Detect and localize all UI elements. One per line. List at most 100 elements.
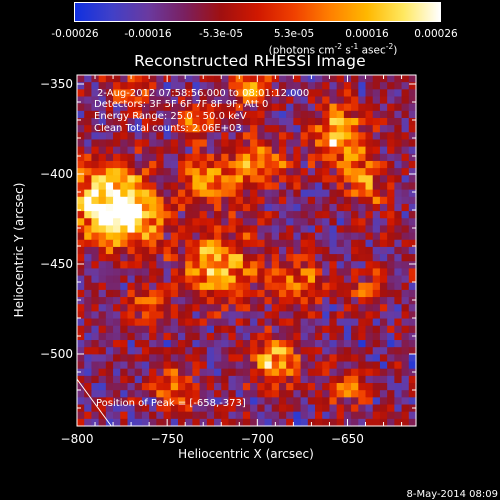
heatmap-cell bbox=[77, 411, 85, 420]
heatmap-cell bbox=[329, 218, 338, 227]
heatmap-cell bbox=[379, 182, 388, 191]
heatmap-cell bbox=[365, 232, 374, 241]
heatmap-cell bbox=[170, 397, 179, 406]
heatmap-cell bbox=[221, 153, 230, 162]
heatmap-cell bbox=[170, 304, 179, 312]
heatmap-cell bbox=[199, 347, 208, 355]
heatmap-cell bbox=[343, 340, 352, 348]
heatmap-cell bbox=[242, 304, 251, 312]
heatmap-cell bbox=[307, 318, 316, 327]
heatmap-cell bbox=[372, 390, 381, 398]
heatmap-cell bbox=[163, 340, 172, 348]
heatmap-cell bbox=[156, 297, 165, 305]
heatmap-cell bbox=[271, 340, 280, 348]
heatmap-cell bbox=[141, 82, 150, 90]
heatmap-cell bbox=[351, 110, 359, 119]
heatmap-cell bbox=[379, 82, 388, 90]
heatmap-cell bbox=[271, 239, 280, 248]
heatmap-cell bbox=[351, 211, 359, 219]
heatmap-cell bbox=[192, 232, 201, 241]
heatmap-cell bbox=[286, 203, 294, 212]
heatmap-cell bbox=[300, 318, 309, 327]
heatmap-cell bbox=[214, 275, 222, 284]
heatmap-cell bbox=[149, 96, 157, 105]
heatmap-cell bbox=[221, 189, 230, 198]
heatmap-cell bbox=[84, 325, 93, 334]
heatmap-cell bbox=[264, 239, 273, 248]
heatmap-cell bbox=[214, 103, 222, 112]
heatmap-cell bbox=[98, 254, 107, 262]
heatmap-cell bbox=[329, 261, 338, 269]
heatmap-cell bbox=[408, 103, 417, 112]
heatmap-cell bbox=[286, 304, 294, 312]
heatmap-cell bbox=[120, 332, 129, 341]
heatmap-cell bbox=[228, 390, 237, 398]
heatmap-cell bbox=[141, 132, 150, 141]
heatmap-cell bbox=[177, 82, 186, 90]
heatmap-cell bbox=[358, 282, 367, 291]
heatmap-cell bbox=[293, 268, 302, 277]
heatmap-cell bbox=[235, 232, 244, 241]
heatmap-cell bbox=[300, 168, 309, 176]
heatmap-cell bbox=[177, 232, 186, 241]
heatmap-cell bbox=[156, 282, 165, 291]
heatmap-cell bbox=[250, 82, 258, 90]
heatmap-cell bbox=[185, 411, 193, 420]
heatmap-cell bbox=[307, 304, 316, 312]
heatmap-cell bbox=[185, 361, 193, 370]
heatmap-cell bbox=[127, 246, 136, 255]
heatmap-cell bbox=[214, 375, 222, 384]
heatmap-cell bbox=[286, 361, 294, 370]
heatmap-cell bbox=[120, 304, 129, 312]
heatmap-cell bbox=[199, 282, 208, 291]
heatmap-cell bbox=[235, 261, 244, 269]
heatmap-cell bbox=[214, 397, 222, 406]
heatmap-cell bbox=[228, 110, 237, 119]
heatmap-cell bbox=[235, 397, 244, 406]
heatmap-cell bbox=[336, 232, 345, 241]
heatmap-cell bbox=[257, 246, 266, 255]
heatmap-cell bbox=[307, 282, 316, 291]
heatmap-cell bbox=[235, 110, 244, 119]
heatmap-cell bbox=[300, 268, 309, 277]
heatmap-cell bbox=[387, 232, 395, 241]
heatmap-cell bbox=[177, 354, 186, 363]
heatmap-cell bbox=[394, 268, 403, 277]
heatmap-cell bbox=[127, 218, 136, 227]
heatmap-cell bbox=[250, 375, 258, 384]
heatmap-cell bbox=[163, 383, 172, 391]
heatmap-cell bbox=[163, 297, 172, 305]
heatmap-cell bbox=[278, 182, 287, 191]
heatmap-cell bbox=[365, 218, 374, 227]
heatmap-cell bbox=[170, 239, 179, 248]
heatmap-cell bbox=[365, 318, 374, 327]
heatmap-cell bbox=[372, 340, 381, 348]
heatmap-cell bbox=[372, 82, 381, 90]
heatmap-cell bbox=[329, 375, 338, 384]
heatmap-cell bbox=[278, 189, 287, 198]
heatmap-cell bbox=[293, 211, 302, 219]
heatmap-cell bbox=[365, 182, 374, 191]
heatmap-cell bbox=[394, 82, 403, 90]
heatmap-cell bbox=[228, 275, 237, 284]
heatmap-cell bbox=[185, 390, 193, 398]
heatmap-cell bbox=[127, 411, 136, 420]
heatmap-cell bbox=[408, 375, 417, 384]
heatmap-cell bbox=[149, 203, 157, 212]
heatmap-cell bbox=[379, 304, 388, 312]
heatmap-cell bbox=[408, 117, 417, 126]
heatmap-cell bbox=[77, 110, 85, 119]
heatmap-cell bbox=[235, 347, 244, 355]
heatmap-cell bbox=[127, 153, 136, 162]
heatmap-cell bbox=[322, 390, 331, 398]
heatmap-cell bbox=[113, 75, 121, 83]
heatmap-cell bbox=[98, 232, 107, 241]
heatmap-cell bbox=[343, 239, 352, 248]
heatmap-cell bbox=[387, 383, 395, 391]
heatmap-cell bbox=[343, 404, 352, 413]
heatmap-cell bbox=[271, 404, 280, 413]
heatmap-cell bbox=[206, 75, 215, 83]
heatmap-cell bbox=[141, 125, 150, 133]
heatmap-cell bbox=[358, 239, 367, 248]
heatmap-cell bbox=[271, 390, 280, 398]
